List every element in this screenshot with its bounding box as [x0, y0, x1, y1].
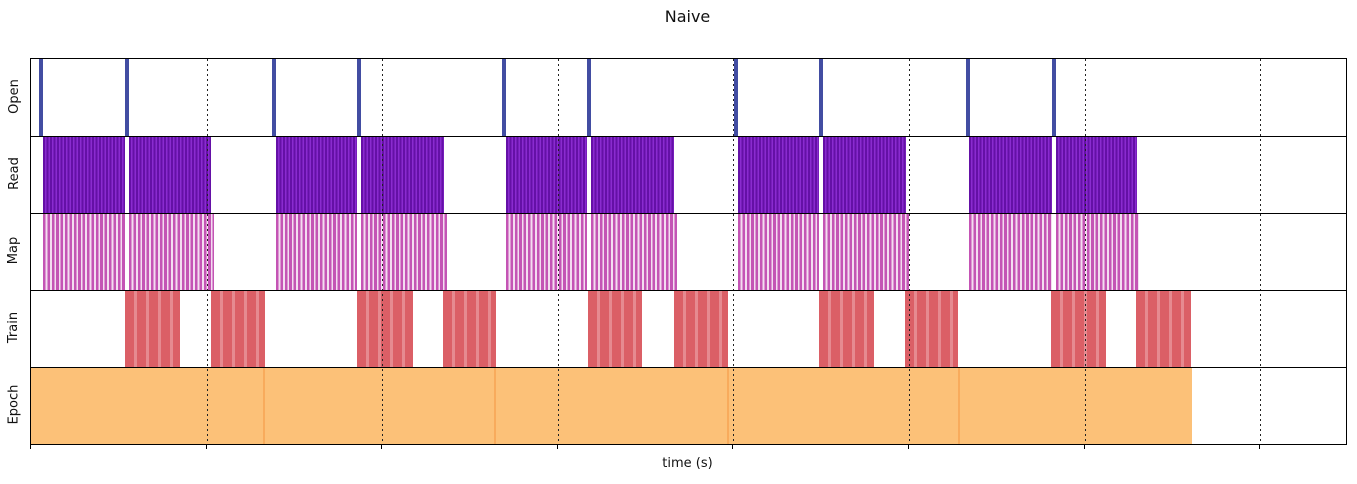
train-interval-bar — [819, 290, 874, 367]
read-interval-bar — [738, 136, 819, 213]
gridline — [1260, 59, 1262, 444]
row-separator — [31, 290, 1346, 291]
epoch-interval-bar — [728, 367, 959, 444]
gridline — [733, 59, 735, 444]
epoch-segment-divider — [263, 367, 265, 444]
read-interval-bar — [129, 136, 211, 213]
row-separator — [31, 136, 1346, 137]
x-axis-tick — [1083, 444, 1085, 449]
x-axis-tick — [908, 444, 909, 449]
row-label-text: Train — [6, 311, 22, 344]
row-label-map: Map — [1, 212, 27, 289]
open-event-bar — [272, 59, 276, 136]
epoch-interval-bar — [31, 367, 264, 444]
open-event-bar — [125, 59, 129, 136]
x-axis-tick — [556, 444, 558, 449]
row-label-text: Epoch — [6, 384, 22, 425]
plot-area — [30, 58, 1347, 445]
read-interval-bar — [506, 136, 587, 213]
row-label-epoch: Epoch — [1, 366, 27, 443]
epoch-segment-divider — [494, 367, 496, 444]
map-interval-bar — [129, 213, 214, 290]
train-interval-bar — [1051, 290, 1106, 367]
train-interval-bar — [674, 290, 728, 367]
read-interval-bar — [823, 136, 906, 213]
open-event-bar — [502, 59, 506, 136]
map-interval-bar — [43, 213, 125, 290]
gridline — [382, 59, 384, 444]
train-interval-bar — [125, 290, 180, 367]
row-separator — [31, 367, 1346, 368]
map-interval-bar — [1056, 213, 1139, 290]
train-interval-bar — [905, 290, 958, 367]
row-label-text: Read — [6, 157, 22, 190]
open-event-bar — [587, 59, 591, 136]
x-axis-tick — [381, 444, 383, 449]
open-event-bar — [734, 59, 738, 136]
chart-title: Naive — [664, 7, 711, 26]
read-interval-bar — [361, 136, 444, 213]
map-interval-bar — [361, 213, 447, 290]
row-label-read: Read — [1, 135, 27, 212]
open-event-bar — [966, 59, 970, 136]
gridline — [1084, 59, 1086, 444]
x-axis-tick — [205, 444, 207, 449]
read-interval-bar — [1056, 136, 1137, 213]
map-interval-bar — [823, 213, 909, 290]
open-event-bar — [39, 59, 43, 136]
open-event-bar — [819, 59, 823, 136]
map-interval-bar — [506, 213, 587, 290]
map-interval-bar — [276, 213, 357, 290]
epoch-interval-bar — [959, 367, 1192, 444]
read-interval-bar — [969, 136, 1052, 213]
train-interval-bar — [1136, 290, 1191, 367]
open-event-bar — [1052, 59, 1056, 136]
row-label-text: Open — [6, 79, 22, 114]
row-label-open: Open — [1, 58, 27, 135]
x-axis-tick — [732, 444, 734, 449]
epoch-interval-bar — [495, 367, 728, 444]
read-interval-bar — [276, 136, 357, 213]
epoch-interval-bar — [264, 367, 495, 444]
train-interval-bar — [443, 290, 496, 367]
x-axis-tick — [30, 444, 31, 449]
x-axis-tick — [1259, 444, 1261, 449]
gridline — [557, 59, 559, 444]
row-label-text: Map — [6, 236, 22, 265]
open-event-bar — [357, 59, 361, 136]
gridline — [909, 59, 910, 444]
train-interval-bar — [357, 290, 413, 367]
train-interval-bar — [588, 290, 642, 367]
map-interval-bar — [591, 213, 677, 290]
x-axis-label: time (s) — [662, 456, 713, 471]
epoch-segment-divider — [958, 367, 960, 444]
map-interval-bar — [738, 213, 819, 290]
epoch-segment-divider — [727, 367, 729, 444]
read-interval-bar — [591, 136, 674, 213]
row-separator — [31, 213, 1346, 214]
train-interval-bar — [211, 290, 265, 367]
row-label-train: Train — [1, 289, 27, 366]
gridline — [206, 59, 208, 444]
map-interval-bar — [969, 213, 1052, 290]
read-interval-bar — [43, 136, 125, 213]
